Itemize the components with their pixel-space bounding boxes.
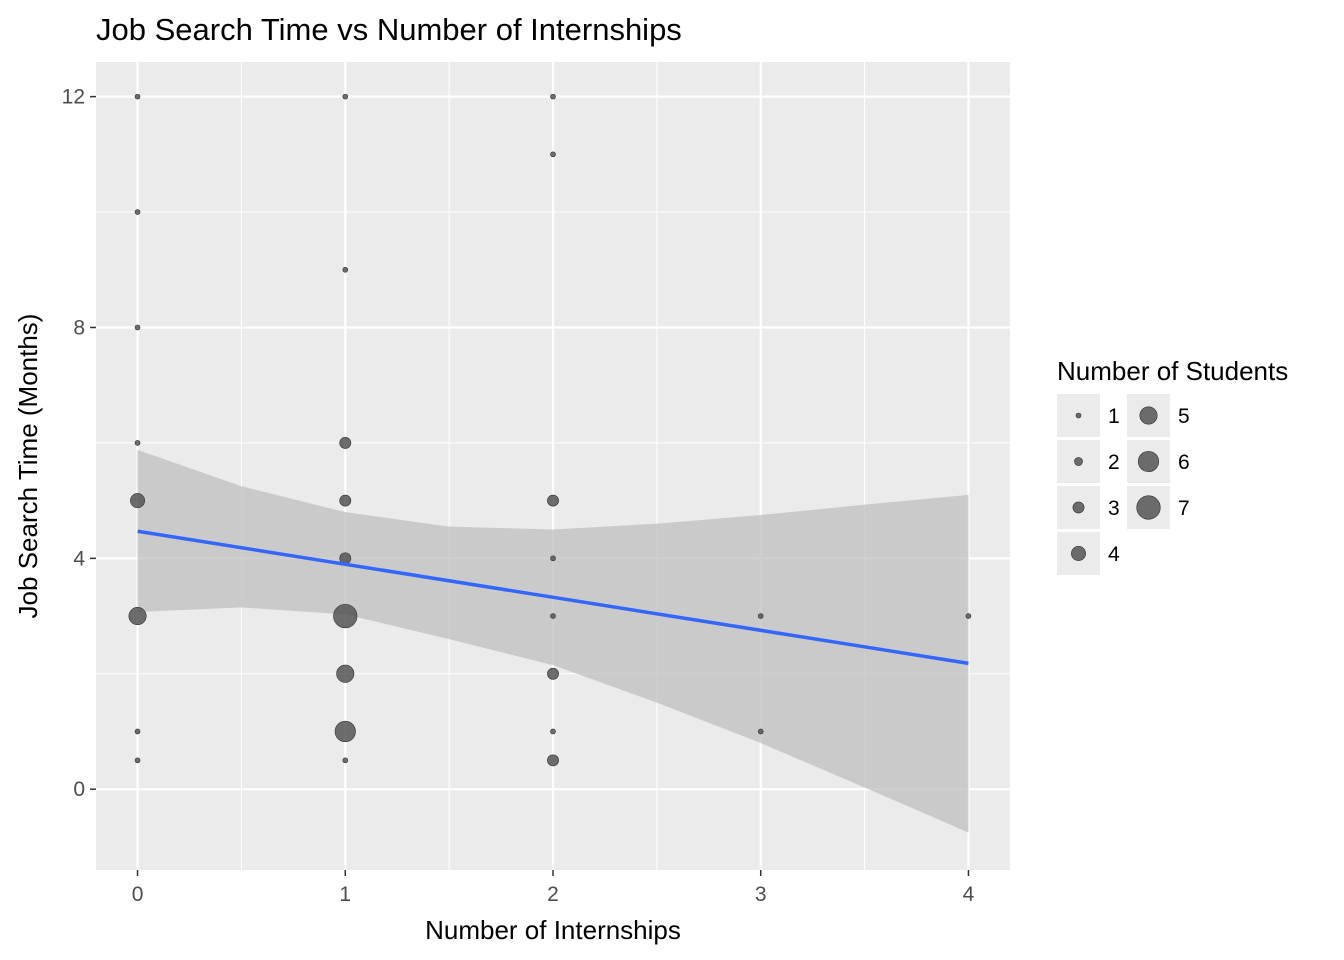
trend-line bbox=[137, 529, 969, 666]
data-point bbox=[965, 613, 972, 619]
x-axis-title: Number of Internships bbox=[425, 915, 681, 945]
legend-size-marker bbox=[1071, 546, 1086, 561]
legend-label: 2 bbox=[1108, 451, 1120, 474]
legend-label: 4 bbox=[1108, 543, 1120, 566]
y-tick-label: 12 bbox=[62, 86, 85, 109]
data-point bbox=[130, 493, 145, 509]
confidence-band bbox=[137, 449, 969, 833]
legend-size-marker bbox=[1075, 412, 1082, 419]
data-point bbox=[547, 494, 559, 507]
legend-title: Number of Students bbox=[1057, 356, 1288, 386]
data-point bbox=[134, 440, 141, 446]
y-axis-title: Job Search Time (Months) bbox=[13, 314, 43, 619]
data-point bbox=[134, 93, 141, 100]
data-point bbox=[134, 728, 141, 735]
x-axis-ticks: 0 1 2 3 4 bbox=[132, 870, 975, 906]
data-point bbox=[550, 613, 556, 619]
y-tick-label: 4 bbox=[73, 547, 85, 570]
legend-label: 1 bbox=[1108, 405, 1120, 428]
legend-label: 5 bbox=[1178, 405, 1190, 428]
data-point bbox=[333, 603, 358, 629]
data-point bbox=[547, 667, 559, 680]
y-tick-label: 8 bbox=[73, 316, 85, 339]
data-point bbox=[550, 555, 556, 562]
data-point bbox=[550, 728, 556, 735]
x-tick-label: 0 bbox=[132, 883, 144, 906]
legend-label: 3 bbox=[1108, 497, 1120, 520]
data-point bbox=[757, 613, 764, 619]
data-point bbox=[550, 151, 556, 158]
data-point bbox=[339, 494, 352, 507]
legend-size-marker bbox=[1139, 406, 1158, 425]
legend-size-marker bbox=[1074, 457, 1083, 466]
legend-size-marker bbox=[1136, 495, 1161, 520]
legend-label: 6 bbox=[1178, 451, 1190, 474]
data-point bbox=[134, 209, 141, 215]
legend: Number of Students 1 2 3 4 5 6 7 bbox=[1057, 356, 1288, 575]
data-point bbox=[336, 664, 355, 683]
data-point bbox=[134, 757, 141, 764]
x-tick-label: 3 bbox=[755, 883, 767, 906]
data-point bbox=[342, 266, 349, 273]
y-axis-ticks: 0 4 8 12 bbox=[62, 86, 96, 801]
data-point bbox=[550, 93, 556, 100]
x-tick-label: 1 bbox=[339, 883, 351, 906]
chart-title: Job Search Time vs Number of Internships bbox=[96, 12, 682, 47]
y-tick-label: 0 bbox=[73, 778, 85, 801]
legend-size-marker bbox=[1137, 450, 1160, 473]
data-point bbox=[757, 728, 764, 735]
data-point bbox=[547, 754, 559, 767]
legend-label: 7 bbox=[1178, 497, 1190, 520]
data-point bbox=[339, 437, 352, 449]
legend-size-marker bbox=[1072, 501, 1085, 514]
data-points bbox=[128, 93, 972, 767]
data-point bbox=[342, 757, 349, 764]
x-tick-label: 2 bbox=[547, 883, 559, 906]
data-point bbox=[134, 324, 141, 331]
data-point bbox=[342, 93, 349, 100]
x-tick-label: 4 bbox=[963, 883, 975, 906]
data-point bbox=[334, 720, 356, 743]
data-point bbox=[128, 607, 147, 626]
